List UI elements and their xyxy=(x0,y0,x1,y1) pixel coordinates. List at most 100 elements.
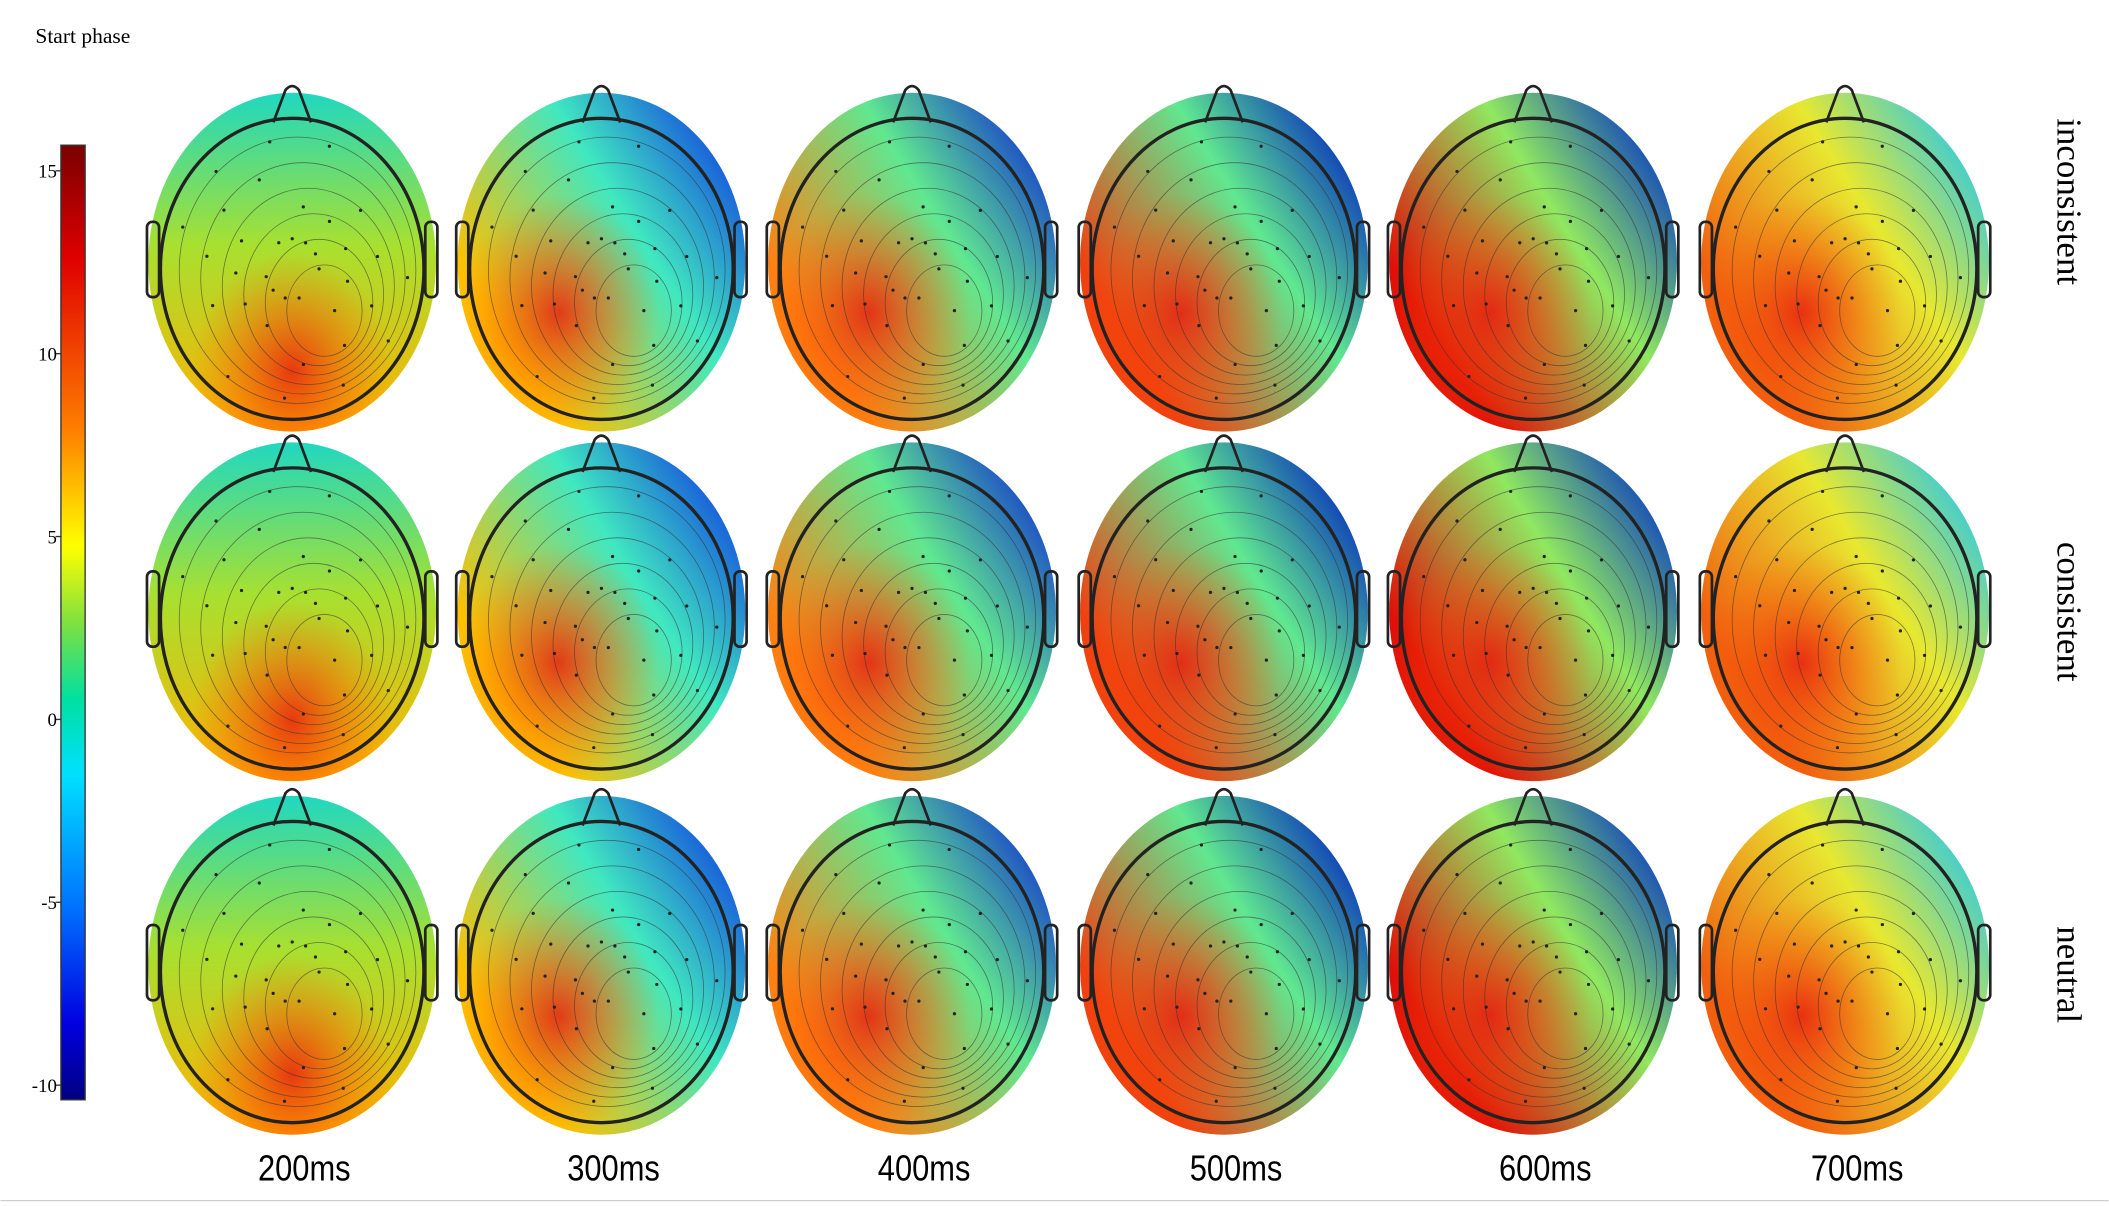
electrode xyxy=(1273,733,1277,737)
electrode xyxy=(1274,693,1278,697)
electrode xyxy=(1229,296,1233,300)
contour xyxy=(1839,967,1916,1060)
electrode xyxy=(1880,494,1884,498)
electrode xyxy=(1524,645,1528,650)
electrode xyxy=(592,645,597,650)
electrode xyxy=(1273,383,1277,387)
electrode xyxy=(283,999,287,1003)
contour xyxy=(1817,588,1927,716)
electrode xyxy=(1307,254,1311,259)
contour xyxy=(1441,162,1647,395)
electrode xyxy=(1854,554,1858,559)
contour xyxy=(509,865,715,1098)
electrode xyxy=(301,362,306,367)
row-label: consistent xyxy=(2049,542,2088,682)
electrode xyxy=(1558,267,1562,271)
electrode xyxy=(1146,169,1150,174)
electrode xyxy=(1810,881,1814,885)
electrode xyxy=(989,304,994,308)
contour xyxy=(1774,187,1948,385)
electrode xyxy=(1154,208,1158,212)
electrode xyxy=(877,881,881,885)
electrode xyxy=(978,911,982,916)
contour xyxy=(1731,486,1970,754)
electrode xyxy=(1610,304,1615,308)
electrode xyxy=(1599,208,1604,212)
electrode xyxy=(834,169,838,174)
electrode xyxy=(1895,1046,1900,1051)
electrode xyxy=(358,911,363,916)
electrode xyxy=(535,374,539,379)
electrode xyxy=(834,519,838,523)
electrode xyxy=(264,978,268,982)
electrode xyxy=(995,254,999,259)
electrode xyxy=(854,974,858,978)
electrode xyxy=(1538,296,1542,300)
electrode xyxy=(1573,658,1578,662)
electrode xyxy=(490,225,494,229)
electrode xyxy=(1463,208,1467,212)
electrode xyxy=(1509,140,1513,144)
electrode xyxy=(830,1007,835,1011)
electrode xyxy=(1787,620,1791,625)
contour xyxy=(488,136,726,404)
electrode xyxy=(1880,922,1884,927)
electrode xyxy=(1558,616,1562,621)
electrode xyxy=(846,374,850,379)
scalp-hotspot xyxy=(148,442,437,782)
contour xyxy=(552,213,694,376)
electrode xyxy=(1006,339,1010,343)
electrode xyxy=(947,219,951,224)
contour xyxy=(884,588,994,716)
electrode xyxy=(1307,604,1311,608)
electrode xyxy=(1467,724,1471,728)
ear xyxy=(454,220,470,299)
electrode xyxy=(1796,302,1800,306)
scalp-hotspot xyxy=(768,92,1056,432)
electrode xyxy=(297,296,301,300)
ear xyxy=(733,570,748,649)
electrode xyxy=(222,208,226,212)
electrode xyxy=(268,140,272,144)
electrode xyxy=(1025,625,1029,629)
scalp-hotspot xyxy=(768,442,1056,782)
nose xyxy=(581,84,622,123)
electrode xyxy=(1573,1012,1578,1016)
scalp-hotspot xyxy=(1080,442,1368,782)
electrode xyxy=(1544,241,1549,245)
scalp-hotspot xyxy=(1701,795,1989,1135)
ear xyxy=(1043,220,1059,299)
contour xyxy=(1774,537,1948,735)
electrode xyxy=(1264,1012,1268,1016)
electrode xyxy=(668,558,672,562)
electrode xyxy=(606,999,610,1003)
electrode xyxy=(1199,489,1204,494)
scalp-hotspot xyxy=(1389,795,1677,1135)
electrode xyxy=(1422,225,1426,229)
electrode xyxy=(1896,247,1901,251)
electrode xyxy=(606,296,610,300)
electrode xyxy=(1843,586,1847,590)
contour xyxy=(531,187,704,385)
electrode xyxy=(1307,957,1311,962)
electrode xyxy=(1558,970,1562,974)
electrode xyxy=(917,999,921,1003)
electrode xyxy=(345,629,350,633)
electrode xyxy=(1249,267,1253,271)
electrode xyxy=(637,219,641,224)
electrode xyxy=(1796,1005,1800,1009)
electrode xyxy=(1854,362,1858,367)
nose xyxy=(272,787,313,826)
electrode xyxy=(1165,620,1170,625)
electrode xyxy=(1196,624,1200,628)
electrode xyxy=(653,247,657,251)
ear xyxy=(1976,923,1992,1002)
electrode xyxy=(825,604,829,608)
electrode xyxy=(1610,653,1615,658)
nose xyxy=(891,84,933,123)
electrode xyxy=(1817,978,1821,982)
electrode xyxy=(283,296,287,300)
electrode xyxy=(1830,590,1834,594)
electrode xyxy=(1767,519,1771,523)
electrode xyxy=(1189,178,1193,182)
